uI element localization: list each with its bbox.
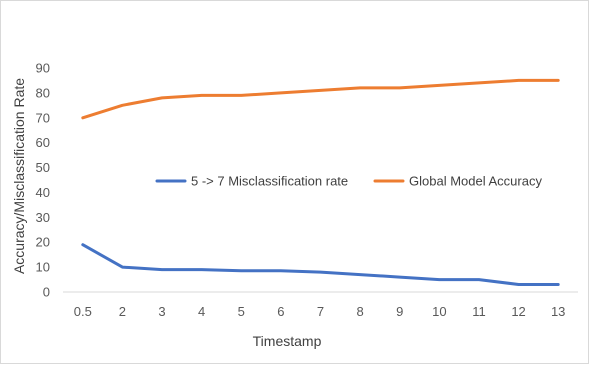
- y-tick-label: 40: [36, 185, 50, 200]
- x-tick-label: 13: [551, 304, 565, 319]
- y-tick-label: 70: [36, 110, 50, 125]
- y-tick-label: 80: [36, 85, 50, 100]
- y-axis-title: Accuracy/Misclassification Rate: [11, 78, 27, 274]
- x-tick-label: 2: [119, 304, 126, 319]
- x-tick-label: 12: [511, 304, 525, 319]
- x-tick-label: 0.5: [74, 304, 92, 319]
- x-tick-label: 10: [432, 304, 446, 319]
- y-tick-label: 0: [43, 285, 50, 300]
- x-tick-label: 4: [198, 304, 205, 319]
- legend-label-2: Global Model Accuracy: [409, 174, 542, 189]
- y-tick-label: 50: [36, 160, 50, 175]
- series-line-1: [81, 243, 560, 286]
- x-tick-label: 9: [396, 304, 403, 319]
- x-axis-ticks: 0.5 2 3 4 5 6 7 8 9 10 11 12 13: [74, 304, 566, 319]
- x-tick-label: 6: [277, 304, 284, 319]
- y-tick-label: 30: [36, 210, 50, 225]
- series-lines: [81, 78, 560, 286]
- x-axis-title: Timestamp: [253, 333, 322, 349]
- x-tick-label: 8: [356, 304, 363, 319]
- legend-label-1: 5 -> 7 Misclassification rate: [191, 174, 348, 189]
- y-tick-label: 10: [36, 260, 50, 275]
- y-tick-label: 60: [36, 135, 50, 150]
- y-tick-label: 20: [36, 235, 50, 250]
- legend: 5 -> 7 Misclassification rate Global Mode…: [155, 174, 542, 189]
- x-tick-label: 3: [158, 304, 165, 319]
- x-tick-label: 7: [317, 304, 324, 319]
- series-line-2: [81, 78, 560, 120]
- x-tick-label: 5: [238, 304, 245, 319]
- y-axis-ticks: 0 10 20 30 40 50 60 70 80 90: [36, 61, 50, 300]
- y-tick-label: 90: [36, 61, 50, 76]
- x-tick-label: 11: [472, 304, 486, 319]
